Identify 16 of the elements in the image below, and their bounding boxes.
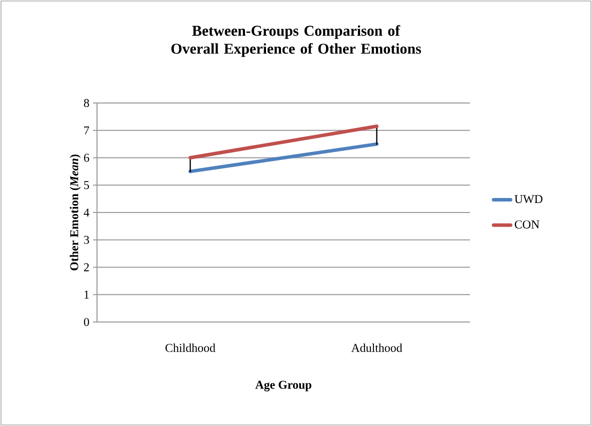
x-tick-label: Childhood [166, 344, 216, 352]
legend-label: CON [514, 220, 540, 228]
y-axis-title: Other Emotion (Mean) [70, 154, 81, 270]
y-tick-label: 4 [84, 208, 90, 216]
y-tick-label: 0 [84, 318, 90, 326]
y-tick-label: 8 [84, 98, 90, 108]
x-tick-label: Adulthood [351, 344, 402, 352]
y-tick-label: 6 [84, 154, 90, 162]
y-tick-label: 7 [84, 126, 90, 134]
y-tick-label: 5 [84, 181, 90, 190]
x-axis-title: Age Group [255, 380, 312, 392]
chart-title: Between-Groups Comparison of Overall Experience of Other Emotions [171, 25, 422, 57]
legend-label: UWD [514, 195, 542, 204]
y-tick-label: 3 [84, 236, 90, 244]
y-tick-label: 2 [84, 263, 89, 272]
y-tick-label: 1 [84, 290, 89, 299]
